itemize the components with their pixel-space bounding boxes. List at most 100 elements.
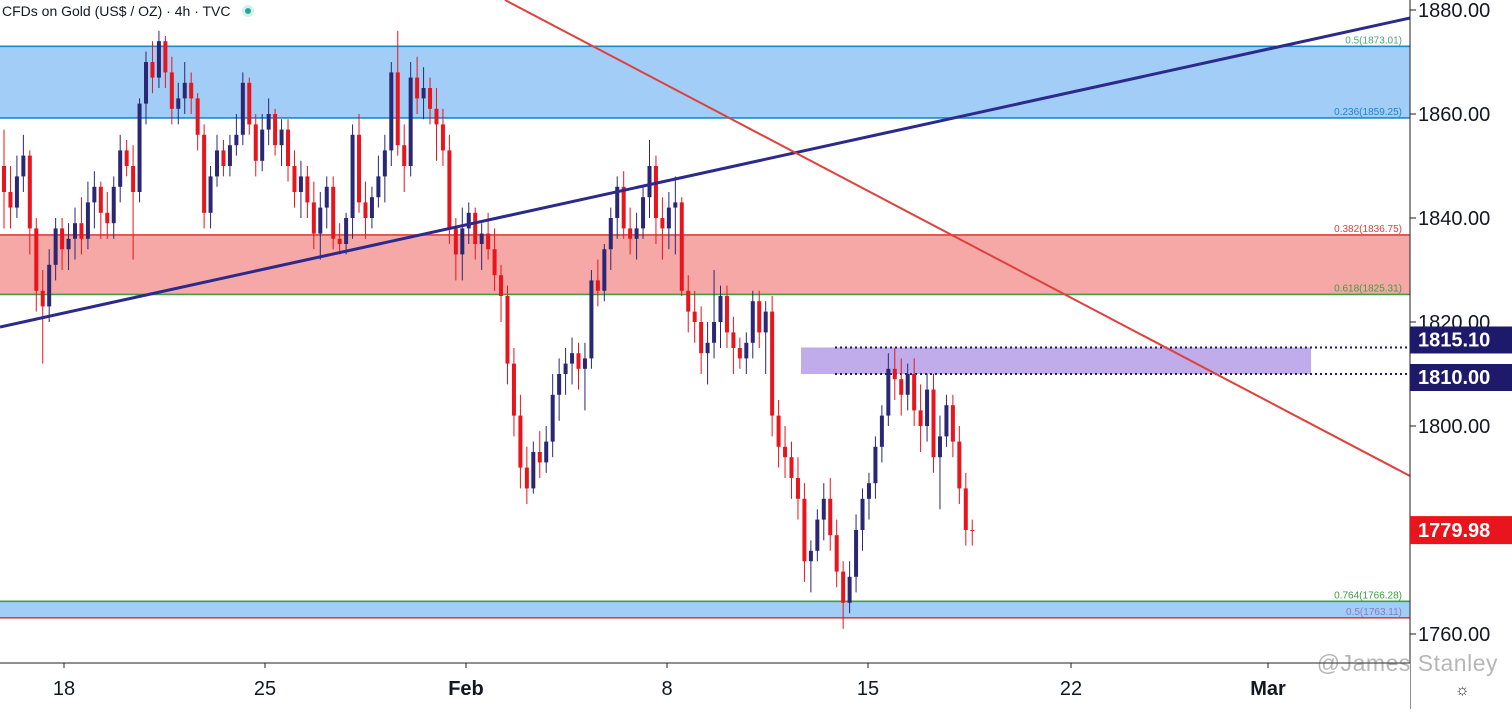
candle-body — [389, 72, 394, 151]
candle — [628, 207, 633, 255]
candle — [324, 176, 329, 229]
upper-resistance-zone — [0, 46, 1410, 118]
candle — [111, 176, 116, 239]
candle-body — [757, 301, 762, 333]
candle-body — [905, 374, 910, 395]
candle-body — [950, 405, 955, 442]
candle — [937, 415, 942, 510]
candle — [492, 228, 497, 291]
candle — [912, 358, 917, 426]
candle-body — [666, 207, 671, 229]
candle — [686, 275, 691, 333]
candle-body — [582, 358, 587, 369]
candle-body — [679, 202, 684, 291]
candle — [53, 218, 58, 281]
candle — [331, 176, 336, 250]
candle-body — [21, 155, 26, 177]
candle — [144, 51, 149, 125]
candle — [14, 155, 19, 218]
candle-body — [298, 176, 303, 192]
header-separator: · — [166, 3, 171, 19]
candle-body — [589, 280, 594, 359]
fib-level-label: 0.236(1859.25) — [1334, 107, 1402, 118]
candle-body — [208, 176, 213, 213]
candle — [311, 181, 316, 250]
candle — [447, 134, 452, 244]
candle — [85, 181, 90, 250]
candle — [582, 342, 587, 411]
candle-body — [253, 124, 258, 161]
candle — [369, 186, 374, 229]
candle-body — [815, 519, 820, 551]
candle — [621, 171, 626, 239]
candle — [473, 207, 478, 260]
candle-body — [156, 41, 161, 78]
fib-confluence-zone — [0, 234, 1410, 295]
candle — [757, 290, 762, 348]
candle-body — [802, 498, 807, 562]
candle — [176, 82, 181, 125]
candle-body — [53, 228, 58, 265]
candle — [524, 446, 529, 504]
candle-body — [486, 233, 491, 250]
candle-body — [970, 530, 975, 531]
candle-body — [73, 223, 78, 239]
price-tag — [1410, 326, 1512, 354]
trendlines-layer — [0, 0, 1411, 477]
interval-label[interactable]: 4h — [174, 3, 191, 19]
candle-body — [608, 218, 613, 250]
fib-level-label: 0.5(1873.01) — [1345, 35, 1402, 46]
candle-body — [886, 368, 891, 416]
candle-body — [505, 296, 510, 364]
candle — [802, 483, 807, 582]
candle — [828, 478, 833, 551]
candle — [886, 353, 891, 426]
last-price-label: 1779.98 — [1418, 520, 1490, 542]
candle — [673, 176, 678, 255]
candle-body — [854, 530, 859, 577]
candle — [918, 384, 923, 452]
time-axis[interactable]: 18 25 Feb 8 15 22 Mar — [0, 662, 1410, 709]
candle — [363, 181, 368, 239]
candle-body — [105, 212, 110, 224]
candle — [234, 114, 239, 156]
candle — [499, 264, 504, 322]
candle — [808, 540, 813, 593]
candle — [460, 207, 465, 281]
candle — [505, 285, 510, 385]
candle-body — [118, 150, 123, 187]
candle-body — [770, 311, 775, 416]
candle — [550, 374, 555, 458]
candle — [286, 119, 291, 182]
candle — [415, 56, 420, 114]
candle-body — [260, 129, 265, 161]
candle-body — [111, 186, 116, 224]
candle — [2, 129, 6, 229]
candle — [970, 519, 975, 546]
candle — [118, 134, 123, 203]
candle-body — [376, 176, 381, 198]
price-axis[interactable]: 1760.001780.001800.001820.001840.001860.… — [1409, 0, 1512, 709]
candle-body — [712, 322, 717, 343]
candle-body — [912, 374, 917, 411]
candle — [60, 218, 65, 270]
candle-body — [440, 124, 445, 151]
candle — [660, 197, 665, 260]
candle — [679, 197, 684, 296]
candle — [608, 207, 613, 270]
time-tick-label: 18 — [53, 678, 75, 700]
candle-body — [602, 249, 607, 291]
candle-body — [686, 290, 691, 312]
gear-icon[interactable]: ☼ — [1455, 682, 1470, 699]
candle-body — [137, 103, 142, 192]
candle — [931, 374, 936, 473]
candle — [382, 134, 387, 203]
candle-body — [434, 108, 439, 125]
time-tick-label: 8 — [661, 678, 672, 700]
candle-body — [273, 114, 278, 146]
candle — [163, 36, 168, 88]
candle-body — [550, 394, 555, 442]
candle-body — [531, 452, 536, 489]
